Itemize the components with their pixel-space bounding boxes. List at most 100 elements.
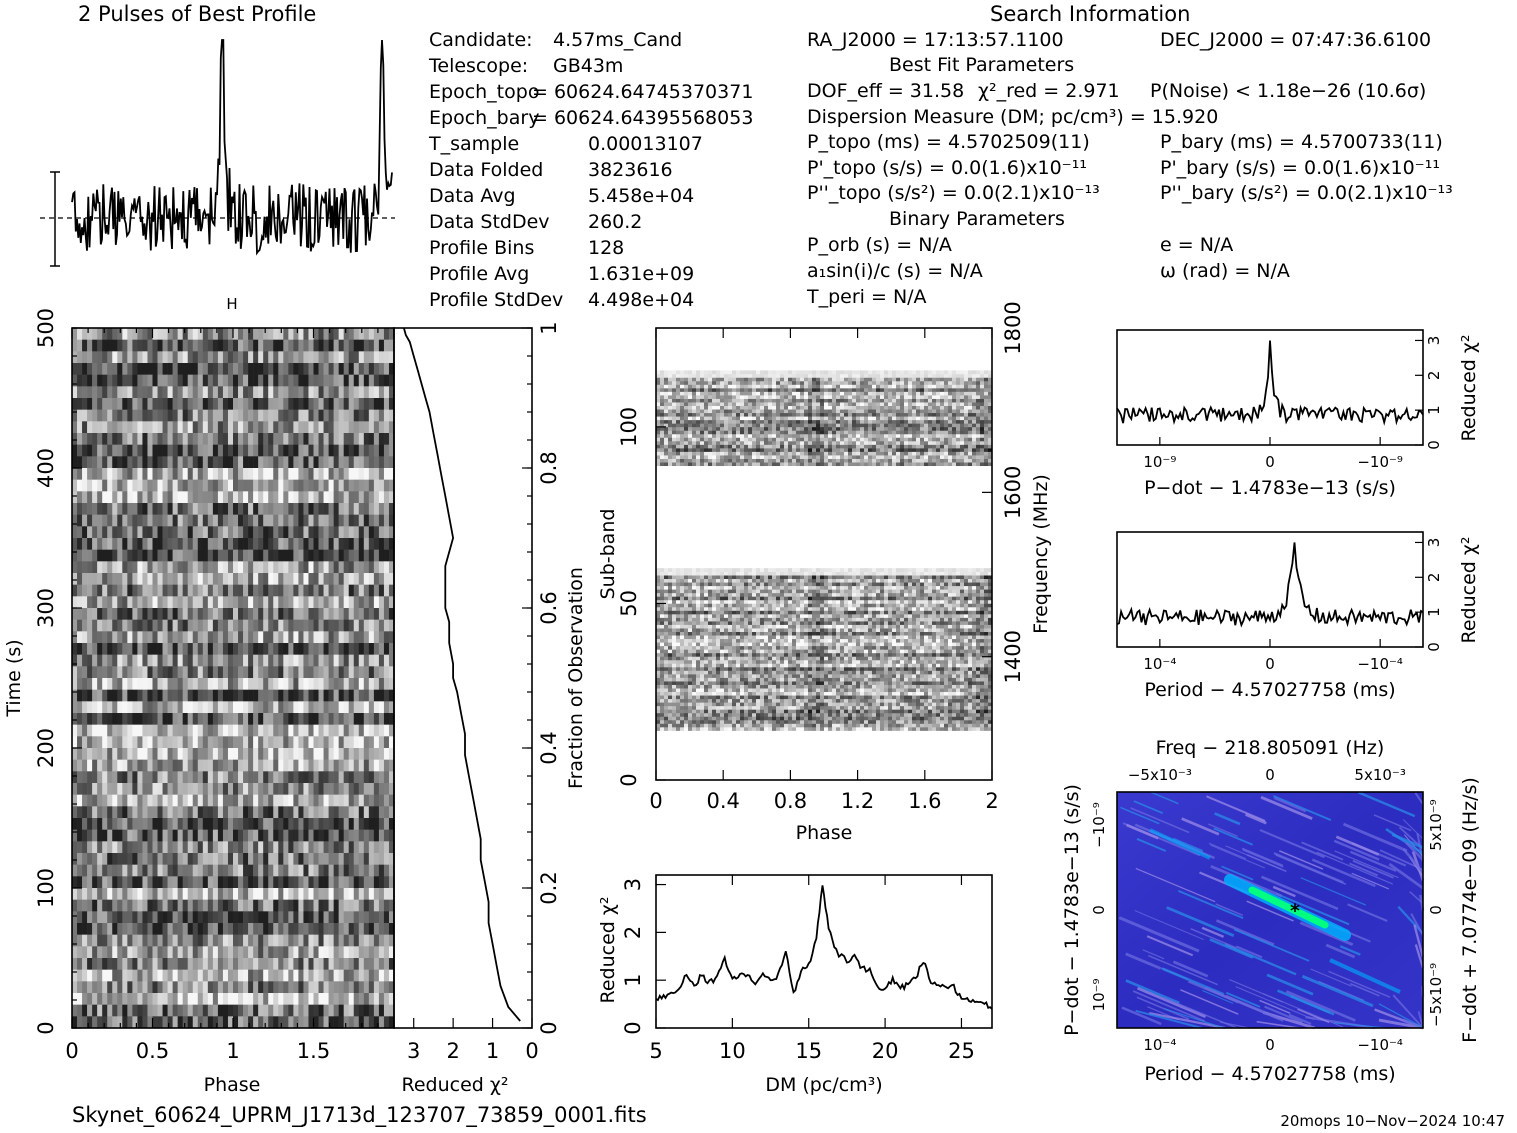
- period-frame: [1116, 531, 1424, 648]
- info-pdbary: P'_bary (s/s) = 0.0(1.6)x10⁻¹¹: [1160, 157, 1440, 179]
- curve-xtick: 10⁻⁹: [1143, 453, 1176, 471]
- info-label: Data StdDev: [429, 211, 550, 233]
- curve-ytick: 2: [1425, 371, 1443, 381]
- info-dec: DEC_J2000 = 07:47:36.6100: [1160, 29, 1431, 51]
- dm-ylabel: Reduced χ²: [597, 897, 619, 1004]
- info-ptopo: P_topo (ms) = 4.5702509(11): [807, 131, 1090, 153]
- chi2-fraction-frame: [393, 327, 533, 1029]
- sb-y2tick: 1800: [1001, 301, 1025, 354]
- pp-y2tick: 0: [1427, 905, 1445, 915]
- time-phase-heatmap: [72, 328, 395, 1029]
- sb-xtick: 2: [985, 789, 998, 813]
- info-ra: RA_J2000 = 17:13:57.1100: [807, 29, 1064, 51]
- info-label: Profile StdDev: [429, 289, 563, 311]
- chi2-fraction-line: [403, 327, 521, 1022]
- info-left: Candidate: 4.57ms_Cand Telescope: GB43m Epoc…: [428, 29, 753, 311]
- info-left-row: Data Folded 3823616: [429, 159, 673, 181]
- best-fit-marker: *: [1290, 900, 1300, 922]
- cf-ytick: 1: [537, 321, 561, 334]
- info-pbary: P_bary (ms) = 4.5700733(11): [1160, 131, 1443, 153]
- sb-xtick: 1.6: [908, 789, 941, 813]
- info-left-row: Profile StdDev 4.498e+04: [429, 289, 694, 311]
- info-best-fit-title: Best Fit Parameters: [889, 54, 1074, 76]
- info-tperi: T_peri = N/A: [806, 286, 927, 308]
- footer-filename: Skynet_60624_UPRM_J1713d_123707_73859_00…: [72, 1103, 647, 1128]
- info-left-row: Profile Bins 128: [429, 237, 624, 259]
- cf-xtick: 3: [407, 1039, 420, 1063]
- period-pdot-plot: * 10⁻⁴ 0 −10⁻⁴ −5x10⁻³ 0 5x10⁻³ 10⁻⁹ 0 −10⁻⁹ −5x1…: [1061, 737, 1481, 1085]
- tp-xtick: 1: [226, 1039, 239, 1063]
- pp-x2tick: 0: [1265, 766, 1275, 784]
- curve-xtick: 0: [1265, 453, 1275, 471]
- dm-ytick: 2: [621, 926, 645, 939]
- tp-xtick: 0.5: [136, 1039, 169, 1063]
- subband-ticks: 0 0.4 0.8 1.2 1.6 2 0 50 100 1400 1600 1800: [617, 301, 1025, 813]
- tp-xtick: 1.5: [297, 1039, 330, 1063]
- cf-ytick: 0.8: [537, 451, 561, 484]
- profile-line: [71, 39, 393, 256]
- tp-ytick: 0: [34, 1021, 58, 1034]
- info-left-row: Epoch_bary= 60624.64395568053: [429, 107, 753, 129]
- sb-xtick: 0: [649, 789, 662, 813]
- pp-xtick: −10⁻⁴: [1357, 1036, 1403, 1054]
- dm-xtick: 25: [948, 1039, 975, 1063]
- sb-ytick: 100: [617, 407, 641, 447]
- info-left-row: Data StdDev 260.2: [429, 211, 642, 233]
- chi2-fraction-ticks: 3 2 1 0 0 0.2 0.4 0.6 0.8 1: [407, 321, 561, 1063]
- profile-plot: [40, 39, 395, 267]
- pp-y2tick: −5x10⁻⁹: [1427, 963, 1445, 1027]
- info-dof: DOF_eff = 31.58: [807, 80, 964, 102]
- pulse-marker: H: [226, 295, 237, 313]
- curve-ytick: 2: [1425, 573, 1443, 583]
- dm-ytick: 1: [621, 974, 645, 987]
- info-left-row: Candidate: 4.57ms_Cand: [429, 29, 682, 51]
- pp-x2tick: 5x10⁻³: [1354, 766, 1405, 784]
- info-asini: a₁sin(i)/c (s) = N/A: [807, 260, 983, 282]
- info-value: 1.631e+09: [588, 263, 694, 285]
- info-label: Telescope:: [428, 55, 528, 77]
- info-right: RA_J2000 = 17:13:57.1100 DEC_J2000 = 07:4…: [806, 29, 1453, 308]
- dm-xtick: 15: [795, 1039, 822, 1063]
- subband-ylabel: Sub-band: [597, 509, 619, 600]
- period-ticks: 10⁻⁴ 0 −10⁻⁴ 0 1 2 3: [1143, 538, 1443, 673]
- sb-xtick: 0.8: [774, 789, 807, 813]
- info-e: e = N/A: [1160, 234, 1233, 256]
- pp-y2tick: 5x10⁻⁹: [1427, 799, 1445, 850]
- curve-ytick: 3: [1425, 336, 1443, 346]
- dm-ytick: 0: [621, 1021, 645, 1034]
- info-left-row: Data Avg 5.458e+04: [429, 185, 694, 207]
- cf-ytick: 0.6: [537, 591, 561, 624]
- search-info-title: Search Information: [990, 2, 1190, 26]
- subband-xlabel: Phase: [796, 822, 853, 844]
- cf-xtick: 2: [446, 1039, 459, 1063]
- sb-y2tick: 1400: [1001, 630, 1025, 683]
- footer-stamp: 20mops 10−Nov−2024 10:47: [1280, 1112, 1505, 1130]
- period-pdot-y2label: F−dot + 7.0774e−09 (Hz/s): [1459, 777, 1481, 1043]
- tp-xtick: 0: [65, 1039, 78, 1063]
- info-pnoise: P(Noise) < 1.18e−26 (10.6σ): [1150, 80, 1426, 102]
- pdot-ylabel: Reduced χ²: [1458, 335, 1480, 442]
- curve-xtick: 10⁻⁴: [1143, 655, 1176, 673]
- period-line: [1116, 542, 1424, 628]
- info-value: 260.2: [588, 211, 642, 233]
- pp-xtick: 10⁻⁴: [1143, 1036, 1176, 1054]
- info-omega: ω (rad) = N/A: [1160, 260, 1290, 282]
- dm-xtick: 5: [649, 1039, 662, 1063]
- subband-heatmap: [656, 370, 993, 731]
- info-left-row: Telescope: GB43m: [428, 55, 623, 77]
- info-label: Candidate:: [429, 29, 533, 51]
- sb-xtick: 1.2: [841, 789, 874, 813]
- cf-ytick: 0.2: [537, 871, 561, 904]
- info-label: Data Folded: [429, 159, 543, 181]
- subband-plot: 0 0.4 0.8 1.2 1.6 2 0 50 100 1400 1600 1800 Phase S…: [597, 301, 1052, 844]
- info-label: Epoch_topo: [429, 81, 539, 103]
- pp-ytick: −10⁻⁹: [1090, 802, 1108, 848]
- time-phase-plot: 0 0.5 1 1.5 0 100 200 300 400 500 H Phase Time (s…: [3, 295, 395, 1096]
- period-pdot-ylabel: P−dot − 1.4783e−13 (s/s): [1061, 784, 1083, 1036]
- sb-ytick: 50: [617, 590, 641, 617]
- tp-ytick: 100: [34, 868, 58, 908]
- period-xlabel: Period − 4.57027758 (ms): [1144, 679, 1395, 701]
- curve-ytick: 0: [1425, 440, 1443, 450]
- dm-ytick: 3: [621, 878, 645, 891]
